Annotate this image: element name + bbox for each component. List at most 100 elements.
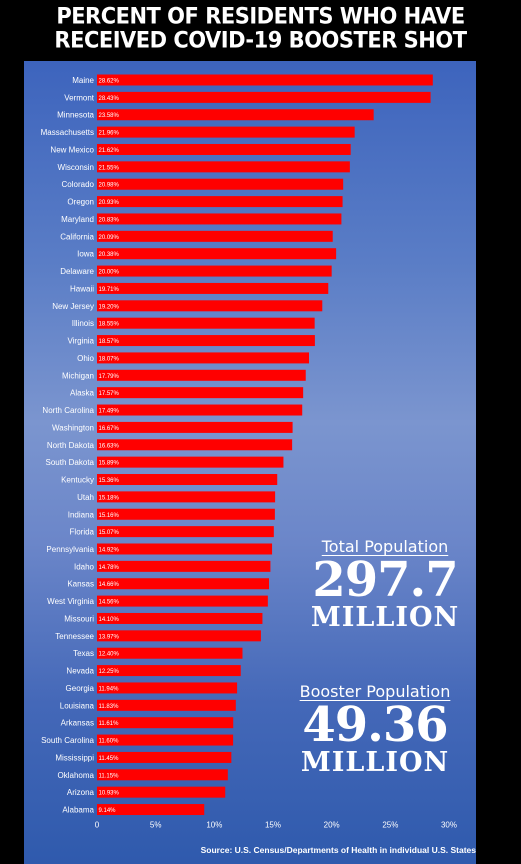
category-label: Virginia xyxy=(67,337,94,346)
category-label: Massachusetts xyxy=(41,128,94,137)
data-label: 11.61% xyxy=(99,721,120,727)
category-label: Alaska xyxy=(70,389,95,398)
data-label: 20.38% xyxy=(99,252,120,258)
data-label: 17.79% xyxy=(99,374,120,380)
category-label: Wisconsin xyxy=(58,163,94,172)
data-label: 11.45% xyxy=(99,756,120,762)
category-label: Hawaii xyxy=(70,284,94,293)
bar xyxy=(97,595,268,607)
bar xyxy=(97,734,234,746)
category-label: Indiana xyxy=(68,510,95,519)
category-label: Arkansas xyxy=(61,719,94,728)
total-population-block: Total Population 297.7 MILLION xyxy=(305,537,465,633)
data-label: 11.60% xyxy=(99,739,120,745)
total-population-label: Total Population xyxy=(321,537,449,556)
category-label: Louisiana xyxy=(60,701,95,710)
category-label: Utah xyxy=(77,493,94,502)
category-label: Illinois xyxy=(72,319,94,328)
bar xyxy=(97,682,238,694)
category-label: California xyxy=(60,232,94,241)
x-tick-label: 0 xyxy=(95,821,100,830)
data-label: 15.36% xyxy=(99,478,120,484)
category-label: West Virginia xyxy=(47,597,94,606)
data-label: 12.25% xyxy=(99,669,120,675)
category-label: Maryland xyxy=(61,215,94,224)
category-label: Texas xyxy=(73,649,94,658)
bar xyxy=(97,369,306,381)
data-label: 16.67% xyxy=(99,426,120,432)
total-population-value: 297.7 xyxy=(312,552,458,608)
booster-population-block: Booster Population 49.36 MILLION xyxy=(285,682,465,778)
data-label: 14.10% xyxy=(99,617,120,623)
data-label: 19.71% xyxy=(99,287,120,293)
bar xyxy=(97,335,315,347)
bar xyxy=(97,300,323,312)
bar xyxy=(97,769,228,781)
data-label: 20.09% xyxy=(99,235,120,241)
category-label: Nevada xyxy=(66,667,94,676)
data-label: 23.58% xyxy=(99,113,120,119)
data-label: 11.83% xyxy=(99,704,120,710)
bar xyxy=(97,647,243,659)
bar xyxy=(97,282,329,294)
data-label: 12.40% xyxy=(99,652,120,658)
bar xyxy=(97,109,374,121)
data-label: 14.78% xyxy=(99,565,120,571)
category-label: Iowa xyxy=(77,250,94,259)
category-label: Colorado xyxy=(62,180,95,189)
bar-chart: Maine 28.62% Vermont 28.43% Minnesota 23.58% M… xyxy=(41,74,457,830)
data-label: 20.00% xyxy=(99,270,120,276)
bar xyxy=(97,560,271,572)
category-label: Minnesota xyxy=(57,111,94,120)
category-label: Georgia xyxy=(66,684,95,693)
bar xyxy=(97,91,431,103)
data-label: 28.43% xyxy=(99,96,120,102)
data-label: 21.62% xyxy=(99,148,120,154)
bar xyxy=(97,751,232,763)
bar xyxy=(97,230,333,242)
bar xyxy=(97,630,261,642)
source-note: Source: U.S. Census/Departments of Healt… xyxy=(200,845,476,855)
booster-population-value: 49.36 xyxy=(302,697,448,753)
bar xyxy=(97,786,226,798)
category-label: Delaware xyxy=(60,267,94,276)
data-label: 17.57% xyxy=(99,391,120,397)
bar xyxy=(97,126,355,138)
category-label: Missouri xyxy=(64,614,94,623)
category-label: North Carolina xyxy=(42,406,94,415)
bar xyxy=(97,404,303,416)
bar xyxy=(97,456,284,468)
data-label: 20.83% xyxy=(99,217,120,223)
x-tick-label: 15% xyxy=(265,821,281,830)
category-label: Idaho xyxy=(74,562,95,571)
category-label: Alabama xyxy=(62,806,94,815)
x-tick-label: 20% xyxy=(324,821,340,830)
title-line-1: PERCENT OF RESIDENTS WHO HAVE xyxy=(56,3,465,29)
bar xyxy=(97,543,273,555)
data-label: 21.55% xyxy=(99,165,120,171)
category-label: Washington xyxy=(52,423,94,432)
bar xyxy=(97,665,241,677)
bar xyxy=(97,421,293,433)
category-label: Florida xyxy=(70,528,95,537)
category-label: Tennessee xyxy=(55,632,94,641)
bar xyxy=(97,578,270,590)
category-label: Oregon xyxy=(67,198,94,207)
bar xyxy=(97,161,350,173)
category-label: Kansas xyxy=(67,580,94,589)
bar xyxy=(97,699,236,711)
bar xyxy=(97,439,293,451)
data-label: 15.16% xyxy=(99,513,120,519)
bar xyxy=(97,474,278,486)
data-label: 28.62% xyxy=(99,79,120,85)
bar xyxy=(97,265,332,277)
category-label: Maine xyxy=(72,76,94,85)
bar xyxy=(97,612,263,624)
bar xyxy=(97,178,344,190)
bar xyxy=(97,508,275,520)
booster-population-unit: MILLION xyxy=(300,747,450,778)
total-population-unit: MILLION xyxy=(310,602,460,633)
data-label: 19.20% xyxy=(99,304,120,310)
data-label: 13.97% xyxy=(99,634,120,640)
category-label: New Mexico xyxy=(50,145,94,154)
